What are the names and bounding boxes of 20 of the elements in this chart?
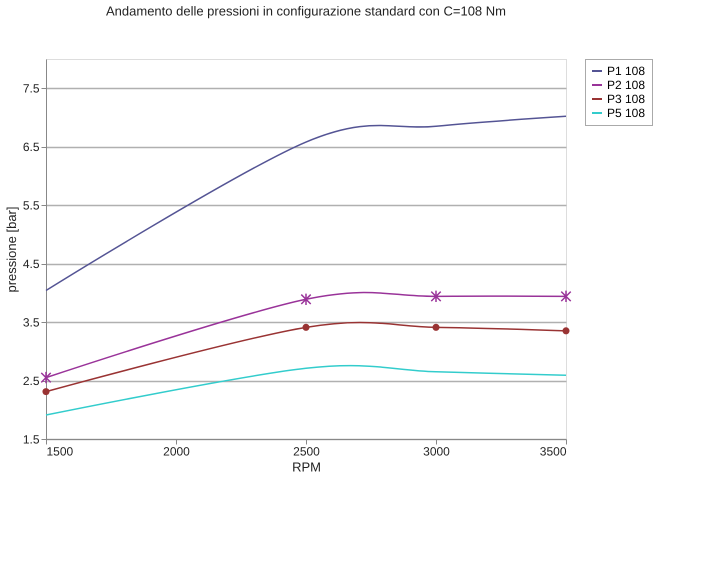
y-tick-label: 6.5 [22, 140, 40, 154]
y-tick-label: 4.5 [22, 257, 40, 272]
legend-label: P1 108 [607, 64, 646, 78]
x-tick-label: 1500 [46, 444, 74, 458]
y-tick-label: 1.5 [22, 432, 40, 446]
x-tick-label: 3000 [423, 444, 450, 458]
y-tick-label: 7.5 [22, 82, 40, 96]
legend-label: P2 108 [607, 78, 646, 92]
x-axis-title: RPM [292, 460, 321, 474]
x-tick-label: 3500 [540, 444, 567, 458]
x-tick-label: 2000 [163, 444, 190, 458]
line-series [45, 116, 567, 292]
chart-title: Andamento delle pressioni in configurazione standard con C=108 Nm [106, 4, 506, 18]
y-tick-label: 5.5 [22, 198, 40, 213]
x-tick-label: 2500 [293, 444, 320, 458]
legend-label: P3 108 [607, 92, 646, 106]
y-tick-label: 2.5 [22, 374, 40, 388]
y-tick-label: 3.5 [22, 316, 40, 330]
y-axis-title: pressione [bar] [4, 206, 19, 292]
legend-label: P5 108 [607, 106, 646, 120]
